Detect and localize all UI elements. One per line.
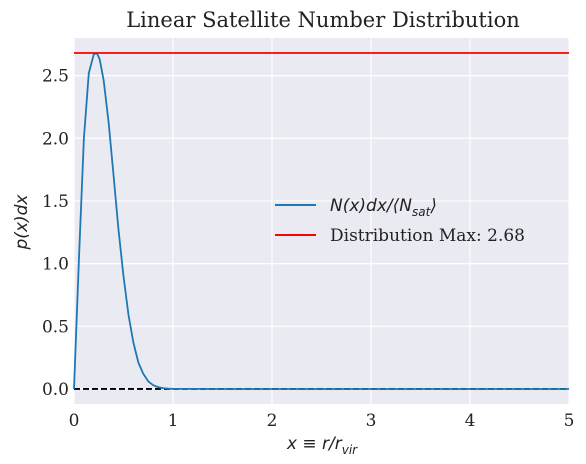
legend-label-curve-main: N(x)dx/⟨N bbox=[330, 196, 412, 216]
x-tick-label: 1 bbox=[168, 411, 179, 431]
x-tick-label: 4 bbox=[465, 411, 476, 431]
chart-title: Linear Satellite Number Distribution bbox=[126, 8, 520, 32]
y-tick-label: 2.5 bbox=[42, 67, 69, 87]
legend: N(x)dx/⟨Nsat⟩ Distribution Max: 2.68 bbox=[275, 196, 525, 246]
legend-label-max: Distribution Max: 2.68 bbox=[330, 226, 525, 246]
tick-labels: 0 1 2 3 4 5 0.0 0.5 1.0 1.5 2.0 2.5 bbox=[42, 67, 574, 431]
y-tick-label: 1.0 bbox=[42, 255, 69, 275]
legend-label-curve-subscript: sat bbox=[412, 205, 432, 219]
series-group bbox=[73, 52, 569, 390]
x-tick-label: 5 bbox=[564, 411, 575, 431]
x-axis-label-subscript: vir bbox=[342, 443, 358, 457]
x-axis-label: x ≡ r/rvir bbox=[286, 434, 358, 457]
x-tick-label: 2 bbox=[267, 411, 278, 431]
x-tick-label: 3 bbox=[366, 411, 377, 431]
y-tick-label: 2.0 bbox=[42, 129, 69, 149]
y-tick-label: 0.5 bbox=[42, 317, 69, 337]
legend-label-curve: N(x)dx/⟨Nsat⟩ bbox=[330, 196, 437, 219]
x-axis-label-main: x ≡ r/r bbox=[286, 434, 343, 454]
y-tick-label: 0.0 bbox=[42, 380, 69, 400]
legend-label-curve-suffix: ⟩ bbox=[429, 196, 437, 216]
x-tick-label: 0 bbox=[69, 411, 80, 431]
y-tick-label: 1.5 bbox=[42, 192, 69, 212]
y-axis-label: p(x)dx bbox=[12, 194, 32, 251]
plot-area bbox=[74, 38, 569, 404]
